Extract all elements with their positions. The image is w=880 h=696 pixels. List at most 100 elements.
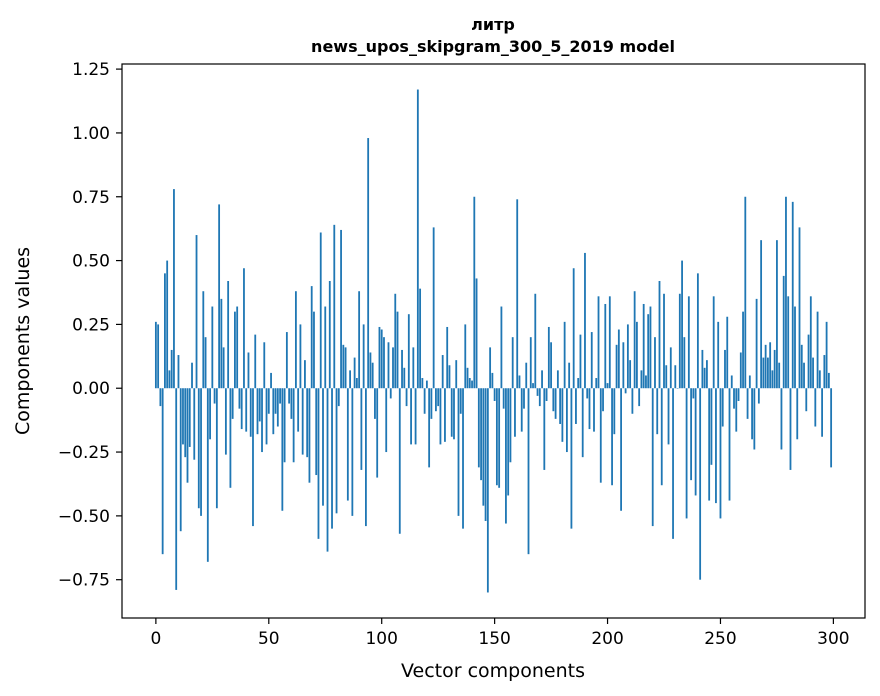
bar-113	[410, 388, 412, 445]
bar-198	[602, 388, 604, 412]
bar-136	[462, 388, 464, 529]
bar-120	[425, 380, 428, 389]
bar-255	[730, 375, 733, 389]
bar-240	[696, 273, 699, 389]
bar-154	[502, 388, 505, 409]
bar-77	[328, 281, 331, 389]
bar-178	[556, 370, 559, 389]
bar-168	[534, 293, 537, 389]
bar-192	[588, 388, 591, 430]
bar-90	[358, 291, 361, 389]
bar-155	[505, 388, 507, 524]
bar-59	[288, 388, 291, 404]
bar-88	[353, 357, 356, 389]
bar-129	[446, 326, 449, 389]
bar-91	[360, 388, 363, 470]
bar-27	[215, 388, 218, 509]
bar-271	[766, 357, 769, 389]
bar-87	[351, 388, 354, 516]
bar-275	[776, 240, 778, 389]
bar-162	[520, 388, 523, 432]
bar-218	[647, 314, 650, 389]
bar-35	[234, 311, 236, 389]
bar-5	[166, 260, 169, 389]
bar-278	[782, 275, 785, 389]
bar-12	[182, 388, 184, 445]
bar-212	[633, 291, 636, 389]
bar-39	[243, 268, 245, 389]
bar-187	[577, 378, 580, 389]
bar-118	[421, 378, 424, 389]
bar-220	[651, 388, 654, 527]
bar-274	[773, 349, 776, 389]
bar-108	[398, 388, 401, 534]
bar-47	[261, 388, 263, 453]
bar-244	[706, 360, 708, 389]
bar-293	[816, 311, 819, 389]
bar-272	[769, 342, 772, 389]
bar-22	[204, 337, 207, 389]
plot-frame	[121, 63, 866, 619]
bar-148	[489, 347, 492, 389]
bar-55	[279, 388, 281, 404]
y-tick-label: 0.25	[72, 315, 110, 335]
bar-281	[789, 388, 792, 470]
bar-20	[200, 388, 202, 516]
bar-242	[701, 349, 704, 389]
bar-56	[281, 388, 284, 511]
bar-289	[807, 334, 810, 389]
bar-177	[554, 388, 557, 419]
bar-247	[712, 296, 715, 389]
bar-112	[407, 314, 410, 389]
bar-25	[211, 306, 214, 389]
bar-151	[495, 388, 498, 486]
bar-137	[464, 324, 467, 389]
bar-127	[441, 355, 444, 389]
x-tick-label: 150	[478, 629, 510, 649]
bar-166	[529, 337, 532, 389]
bar-191	[586, 388, 589, 399]
bar-165	[527, 388, 530, 555]
bar-124	[435, 388, 437, 412]
bar-208	[624, 388, 627, 394]
bar-217	[645, 375, 647, 389]
bar-164	[525, 362, 528, 389]
bar-243	[703, 367, 706, 389]
bar-96	[371, 362, 374, 389]
bar-252	[724, 349, 726, 389]
bar-174	[547, 326, 550, 389]
bar-251	[721, 388, 724, 427]
bar-71	[315, 388, 318, 476]
bar-235	[685, 388, 688, 519]
bar-40	[245, 388, 248, 432]
bar-157	[509, 388, 512, 463]
bar-89	[355, 378, 358, 389]
y-tick-label: 0.75	[72, 188, 110, 208]
bar-153	[500, 306, 503, 389]
bar-161	[518, 375, 521, 389]
bar-149	[491, 372, 494, 389]
bar-15	[188, 388, 191, 447]
bar-44	[254, 334, 257, 389]
bar-209	[626, 324, 629, 389]
bar-216	[642, 303, 645, 389]
bar-10	[177, 355, 180, 389]
bar-7	[170, 349, 173, 389]
bar-280	[787, 296, 790, 389]
bar-48	[263, 342, 266, 389]
bar-115	[414, 388, 417, 445]
bar-265	[753, 388, 756, 450]
bar-230	[674, 365, 677, 389]
bar-49	[265, 388, 268, 445]
bar-76	[326, 388, 329, 552]
bar-14	[186, 388, 189, 483]
bar-70	[313, 311, 315, 389]
bar-296	[823, 355, 826, 389]
bar-29	[220, 298, 223, 389]
bar-17	[193, 388, 196, 460]
bar-138	[466, 367, 469, 389]
bar-290	[809, 296, 812, 389]
bar-176	[552, 388, 555, 412]
bar-295	[821, 388, 823, 437]
x-tick-label: 50	[258, 629, 280, 649]
